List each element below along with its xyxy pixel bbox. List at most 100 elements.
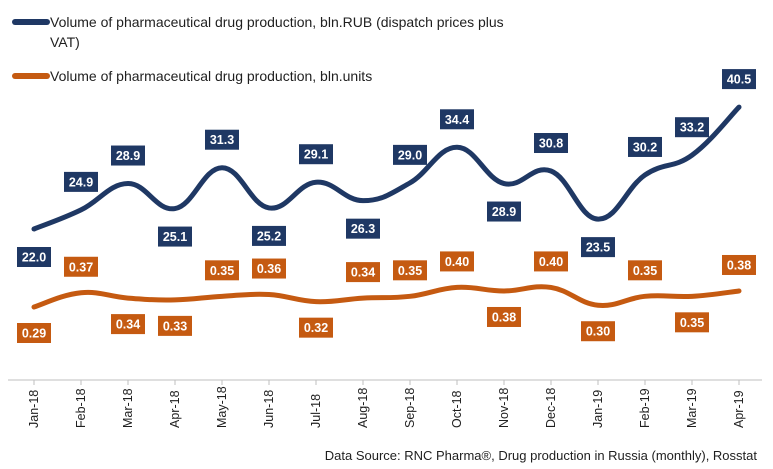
data-label: 28.9 [487,201,521,222]
data-label-box [440,109,474,130]
data-label: 30.2 [628,136,662,157]
data-label: 29.0 [393,144,427,165]
data-label: 0.38 [487,306,521,327]
legend: Volume of pharmaceutical drug production… [12,12,532,100]
data-label: 0.35 [675,312,709,333]
data-label: 0.30 [581,321,615,342]
data-label-box [252,225,286,246]
data-label: 0.35 [628,260,662,281]
data-label-text: 30.2 [633,140,657,154]
data-label: 0.32 [299,317,333,338]
data-label-box [675,312,709,333]
data-label-text: 26.3 [351,222,375,236]
data-label-text: 0.29 [22,327,46,341]
data-label-text: 22.0 [22,251,46,265]
data-label-box [64,171,98,192]
x-tick-label: Jan-18 [27,390,41,428]
data-label: 0.40 [534,251,568,272]
data-label-box [722,254,756,275]
data-label-text: 25.1 [163,230,187,244]
data-label-box [628,136,662,157]
legend-swatch-units [12,73,50,79]
x-tick-label: Apr-18 [168,390,182,428]
data-label-box [722,69,756,90]
legend-label-rub: Volume of pharmaceutical drug production… [50,14,504,50]
data-label-box [581,321,615,342]
data-label: 0.29 [17,323,51,343]
data-label-box [158,226,192,247]
data-label-box [17,323,51,343]
data-label-text: 0.34 [351,266,375,280]
legend-label-units: Volume of pharmaceutical drug production… [50,68,373,84]
data-label-box [111,314,145,335]
x-tick-label: Mar-19 [685,388,699,428]
data-label: 0.35 [205,260,239,281]
data-label-box [346,262,380,283]
data-label-text: 0.38 [727,258,751,272]
data-label: 22.0 [17,247,51,267]
data-label-text: 30.8 [539,137,563,151]
data-label-text: 23.5 [586,241,610,255]
data-label-text: 40.5 [727,73,751,87]
x-tick-label: Dec-18 [544,388,558,428]
data-label-box [487,201,521,222]
x-tick-label: Feb-19 [638,388,652,428]
data-label-box [440,251,474,272]
data-label-text: 24.9 [69,175,93,189]
data-label: 33.2 [675,117,709,138]
data-label-text: 29.1 [304,148,328,162]
data-label-box [534,133,568,154]
data-label: 30.8 [534,133,568,154]
data-label: 0.34 [346,262,380,283]
data-label-text: 0.35 [633,264,657,278]
data-label: 0.35 [393,260,427,281]
data-label-text: 0.36 [257,262,281,276]
data-label: 0.38 [722,254,756,275]
data-label: 28.9 [111,145,145,166]
data-label: 26.3 [346,218,380,239]
x-tick-label: Feb-18 [74,388,88,428]
x-tick-label: May-18 [215,386,229,428]
data-label: 25.2 [252,225,286,246]
data-label-text: 0.40 [445,255,469,269]
data-label-box [534,251,568,272]
data-label: 0.33 [158,315,192,336]
data-label-text: 28.9 [492,205,516,219]
data-label: 0.37 [64,256,98,277]
x-tick-label: Sep-18 [403,388,417,428]
data-label-text: 0.35 [210,264,234,278]
x-tick-label: Jun-18 [262,390,276,428]
data-label: 34.4 [440,109,474,130]
data-label: 0.36 [252,258,286,279]
data-label: 29.1 [299,144,333,165]
data-label-text: 0.32 [304,321,328,335]
data-label: 0.40 [440,251,474,272]
x-tick-label: Mar-18 [121,388,135,428]
data-label-box [393,144,427,165]
data-label: 31.3 [205,129,239,150]
x-tick-label: Jan-19 [591,390,605,428]
data-label-text: 0.33 [163,319,187,333]
data-label-box [393,260,427,281]
data-label-box [628,260,662,281]
data-label-box [299,144,333,165]
data-label-box [252,258,286,279]
data-label-text: 31.3 [210,133,234,147]
data-label-box [675,117,709,138]
legend-item-rub: Volume of pharmaceutical drug production… [12,12,532,52]
data-label: 24.9 [64,171,98,192]
data-label-text: 0.34 [116,318,140,332]
data-label-box [64,256,98,277]
series-line-0 [31,104,742,232]
data-label-text: 29.0 [398,148,422,162]
data-label-text: 25.2 [257,229,281,243]
data-label-box [299,317,333,338]
data-label-box [111,145,145,166]
data-label-box [581,237,615,258]
data-label-text: 0.37 [69,260,93,274]
data-source-note: Data Source: RNC Pharma®, Drug productio… [324,448,757,463]
legend-item-units: Volume of pharmaceutical drug production… [12,66,532,86]
data-label-text: 28.9 [116,149,140,163]
data-label-text: 0.35 [680,316,704,330]
